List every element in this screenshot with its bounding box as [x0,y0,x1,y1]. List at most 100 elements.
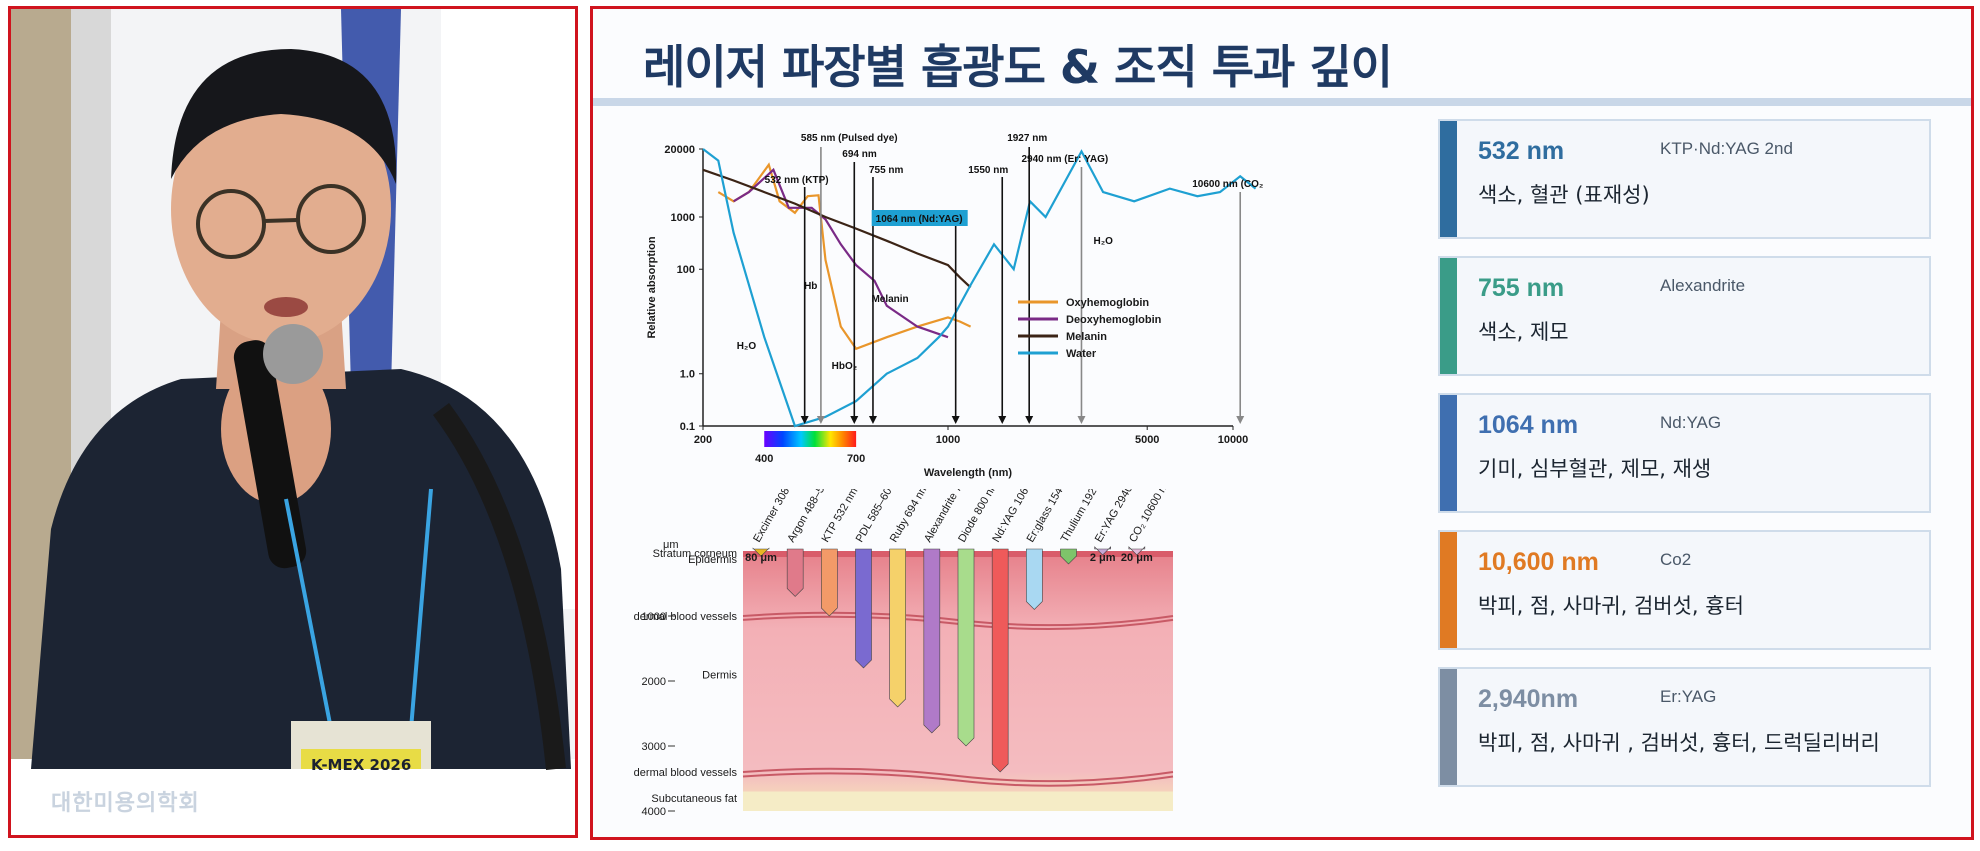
laser-penetration-bar [991,548,1009,773]
wavelength-marker-arrow [998,416,1007,424]
laser-penetration-bar [923,548,941,734]
card-indications: 기미, 심부혈관, 제모, 재생 [1478,457,1712,481]
card-wavelength: 2,940nm [1478,685,1579,713]
layer-label: Epidermis [688,554,737,566]
y-tick-label: 1000 [671,212,695,224]
legend-label: Oxyhemoglobin [1066,297,1149,309]
layer-label: Deeper dermal blood vessels [633,767,737,779]
card-laser-type: Co2 [1660,550,1692,569]
wavelength-marker-arrow [850,416,859,424]
spectrum-tick-label: 400 [755,453,773,465]
x-tick-label: 5000 [1135,434,1159,446]
wavelength-marker-arrow [1236,416,1245,424]
layer-label: Dermis [702,670,737,682]
x-tick-label: 10000 [1218,434,1249,446]
chart-annotation: HbO₂ [832,361,858,372]
laser-penetration-bar [855,548,872,669]
chart-annotation: 755 nm [869,165,904,176]
chart-annotation: 585 nm (Pulsed dye) [801,133,898,144]
laser-penetration-bar [1128,546,1146,556]
series-line-water [702,148,1257,428]
wavelength-marker-arrow [951,416,960,424]
card-laser-type: Alexandrite [1660,276,1746,295]
layer-label: Subcutaneous fat [651,793,737,805]
subcutaneous-fat-band [743,791,1173,811]
card-laser-type: KTP·Nd:YAG 2nd [1660,139,1793,158]
chart-annotation: H₂O [737,341,757,352]
y-tick-label: 1.0 [680,369,695,381]
laser-depth-label: 20 μm [1121,552,1153,564]
wavelength-card: 10,600 nm Co2 박피, 점, 사마귀, 검버섯, 흉터 [1438,530,1931,650]
y-tick-label: 100 [677,264,695,276]
laser-penetration-bar [752,547,770,557]
wavelength-card: 2,940nm Er:YAG 박피, 점, 사마귀 , 검버섯, 흉터, 드럭딜리버… [1438,667,1931,787]
card-accent-bar [1440,258,1457,374]
layer-label: Stratum corneum [653,548,737,560]
penetration-depth-figure: μm 1000 2000 3000 4000 Stratum corneumEpiderm… [633,489,1174,818]
presentation-slide: 레이저 파장별 흡광도 & 조직 투과 깊이 0.1 1.0 100 1000 2000… [590,6,1974,840]
laser-penetration-bar [1094,546,1111,556]
x-tick-label: 1000 [936,434,960,446]
depth-tick-label: 4000 [642,806,666,818]
card-indications: 색소, 제모 [1478,320,1569,344]
title-divider [593,98,1971,106]
card-indications: 색소, 혈관 (표재성) [1478,183,1650,207]
y-tick-label: 20000 [664,144,695,156]
chart-annotation: Melanin [871,294,908,305]
laser-penetration-bar [821,548,838,617]
card-indications: 박피, 점, 사마귀, 검버섯, 흉터 [1478,594,1744,618]
y-axis-label: Relative absorption [646,236,658,338]
series-line-deoxyhemoglobin [733,167,949,339]
chart-annotation: 1064 nm (Nd:YAG) [876,214,963,225]
legend-label: Water [1066,348,1097,360]
card-wavelength: 532 nm [1478,137,1565,165]
legend-label: Melanin [1066,331,1107,343]
speaker-photo: K-MEX 2026 대한미용의학회 [8,6,578,838]
card-laser-type: Er:YAG [1660,687,1717,706]
card-wavelength: 10,600 nm [1478,548,1599,576]
wavelength-marker-arrow [800,416,809,424]
depth-tick-label: 1000 [642,611,666,623]
depth-tick-label: 3000 [642,741,666,753]
chart-annotation: 532 nm (KTP) [765,175,829,186]
wavelength-marker-arrow [1025,416,1034,424]
visible-spectrum-bar [764,431,857,447]
series-line-oxyhemoglobin [717,162,972,351]
card-accent-bar [1440,121,1457,237]
absorption-chart: 0.1 1.0 100 1000 20000 200 400 700 1000 5000 10000… [646,133,1263,479]
chart-annotation: Hb [804,281,817,292]
blood-vessel-deep [742,772,1174,787]
card-laser-type: Nd:YAG [1660,413,1722,432]
y-tick-label: 0.1 [680,421,695,433]
card-indications: 박피, 점, 사마귀 , 검버섯, 흉터, 드럭딜리버리 [1478,731,1880,755]
card-accent-bar [1440,395,1457,511]
depth-unit-label: μm [663,539,679,551]
chart-annotation: 1927 nm [1007,133,1047,144]
chart-annotation: 1550 nm [968,165,1008,176]
depth-tick-label: 2000 [642,676,666,688]
x-tick-label: 200 [694,434,712,446]
wavelength-marker-arrow [816,416,825,424]
chart-annotation: 10600 nm (CO₂) [1192,179,1263,190]
laser-depth-label: 2 μm [1090,552,1116,564]
chart-annotation: H₂O [1093,236,1113,247]
laser-penetration-bar [1060,548,1077,565]
card-accent-bar [1440,532,1457,648]
series-line-melanin [702,168,972,289]
laser-penetration-bar [957,548,975,747]
chart-annotation: 694 nm [842,149,877,160]
nd-yag-label-box [871,210,968,226]
laser-penetration-bar [786,548,804,597]
card-wavelength: 755 nm [1478,274,1565,302]
legend-label: Deoxyhemoglobin [1066,314,1162,326]
x-axis-label: Wavelength (nm) [924,467,1013,479]
wavelength-card: 1064 nm Nd:YAG 기미, 심부혈관, 제모, 재생 [1438,393,1931,513]
laser-penetration-bar [889,548,906,708]
podium-caption: 대한미용의학회 [51,791,200,816]
wavelength-marker-arrow [1077,416,1086,424]
wavelength-card: 755 nm Alexandrite 색소, 제모 [1438,256,1931,376]
layer-label: Superficial dermal blood vessels [633,611,737,623]
chart-annotation: 2940 nm (Er: YAG) [1021,154,1108,165]
slide-title: 레이저 파장별 흡광도 & 조직 투과 깊이 [643,40,1393,94]
name-badge: K-MEX 2026 [311,756,412,774]
